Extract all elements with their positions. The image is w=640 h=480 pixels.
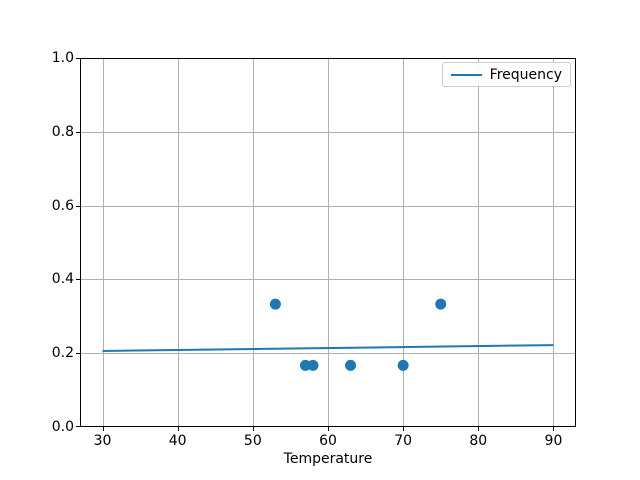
y-tick-label: 0.0 bbox=[51, 419, 74, 435]
x-tick-label: 40 bbox=[168, 433, 187, 449]
plot-area: Frequency bbox=[76, 58, 576, 431]
legend: Frequency bbox=[441, 62, 571, 87]
plot-canvas bbox=[76, 58, 576, 431]
y-tick-label: 0.8 bbox=[51, 123, 74, 140]
y-tick-label: 0.4 bbox=[51, 271, 74, 288]
x-axis-label: Temperature bbox=[283, 451, 373, 467]
x-tick-label: 80 bbox=[469, 433, 488, 449]
x-tick-label: 30 bbox=[93, 433, 112, 449]
y-tick-label: 1.0 bbox=[51, 50, 74, 66]
y-tick-label: 0.6 bbox=[51, 197, 74, 214]
y-tick-label: 0.2 bbox=[51, 345, 74, 362]
x-tick-label: 70 bbox=[394, 433, 413, 449]
legend-label: Frequency bbox=[489, 66, 562, 83]
legend-line-swatch bbox=[450, 73, 482, 76]
x-tick-label: 50 bbox=[243, 433, 262, 449]
x-tick-label: 90 bbox=[544, 433, 563, 449]
x-tick-label: 60 bbox=[319, 433, 337, 449]
